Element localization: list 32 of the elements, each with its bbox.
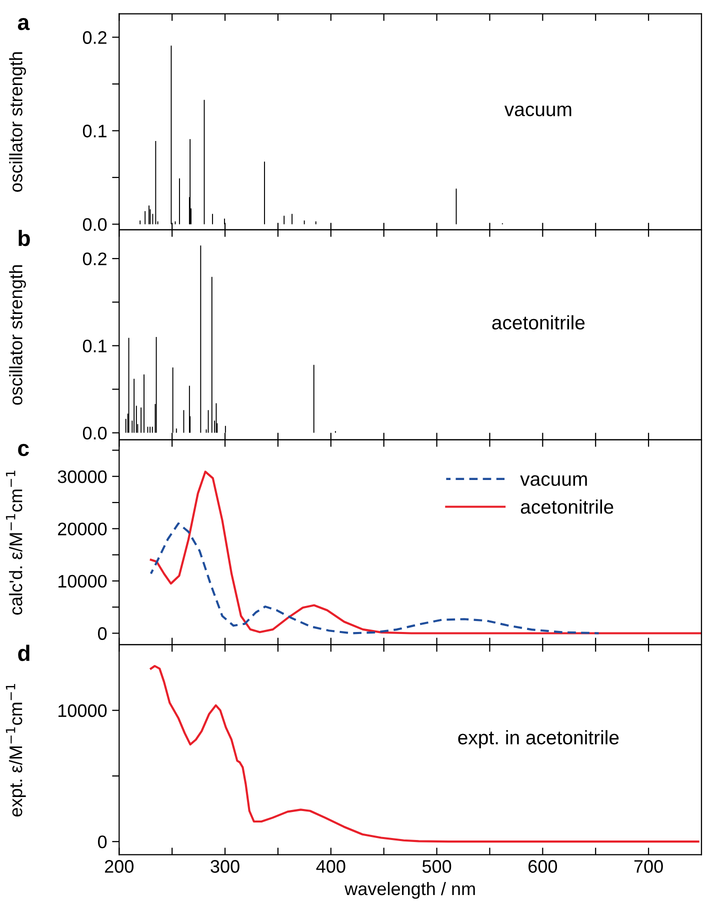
x-tick-label: 200	[104, 860, 134, 873]
y-axis-title: calc'd. ε/M$^{−1}$cm$^{−1}$	[6, 470, 22, 615]
y-tick-label: 20000	[58, 522, 107, 536]
y-tick-label: 0.1	[82, 124, 106, 138]
legend-label: vacuum	[520, 475, 587, 486]
x-tick-label: 500	[422, 860, 452, 873]
y-tick-label: 0.2	[82, 252, 106, 266]
y-tick-label: 0.1	[82, 340, 106, 352]
y-tick-label: 30000	[58, 470, 107, 484]
annotation: acetonitrile	[492, 315, 585, 330]
x-tick-label: 400	[316, 860, 346, 873]
text: b	[18, 230, 30, 246]
annotation: expt. in acetonitrile	[458, 730, 619, 748]
x-tick-label: 300	[210, 860, 240, 873]
x-tick-label: 700	[634, 860, 663, 873]
y-tick-label: 10000	[58, 704, 107, 718]
x-tick-label: 600	[528, 860, 558, 873]
annotation: vacuum	[504, 106, 572, 116]
x-axis-title: wavelength / nm	[344, 882, 475, 899]
text: d	[18, 644, 30, 662]
y-tick-label: 0.0	[82, 426, 107, 440]
text: c	[18, 444, 29, 456]
text: a	[18, 18, 30, 30]
y-tick-label: 0.0	[82, 218, 107, 231]
y-tick-label: 0.2	[82, 31, 106, 44]
y-tick-label: 0	[98, 836, 107, 848]
y-axis-title: oscillator strength	[9, 265, 26, 405]
y-tick-label: 0	[98, 627, 107, 640]
y-tick-label: 10000	[58, 574, 107, 588]
legend-label: acetonitrile	[520, 499, 614, 514]
y-axis-title: oscillator strength	[9, 52, 26, 192]
y-axis-title: expt. ε/M$^{−1}$cm$^{−1}$	[6, 684, 26, 816]
